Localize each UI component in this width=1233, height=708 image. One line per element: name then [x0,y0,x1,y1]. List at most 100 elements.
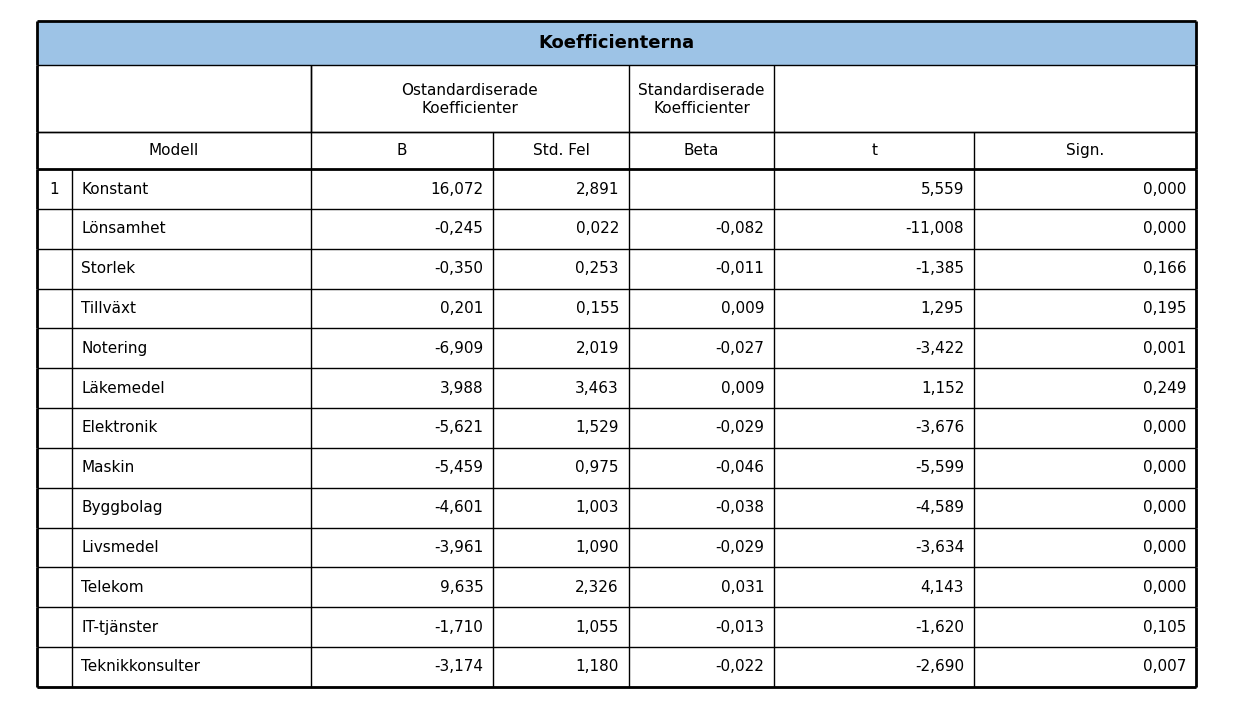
Text: 0,000: 0,000 [1143,421,1186,435]
Text: 5,559: 5,559 [921,182,964,197]
Text: -0,011: -0,011 [715,261,764,276]
Text: Läkemedel: Läkemedel [81,381,165,396]
Text: -3,422: -3,422 [915,341,964,356]
Bar [37,527,1196,567]
Text: -0,027: -0,027 [715,341,764,356]
Text: Teknikkonsulter: Teknikkonsulter [81,659,201,674]
Text: -0,022: -0,022 [715,659,764,674]
Text: 3,988: 3,988 [440,381,483,396]
Text: Standardiserade: Standardiserade [639,83,764,98]
Text: IT-tjänster: IT-tjänster [81,620,159,634]
Text: -0,013: -0,013 [715,620,764,634]
Text: Storlek: Storlek [81,261,136,276]
Text: 4,143: 4,143 [921,580,964,595]
Text: Koefficienter: Koefficienter [422,101,518,116]
Text: Modell: Modell [149,143,199,159]
Text: Beta: Beta [684,143,719,159]
Text: 1,529: 1,529 [576,421,619,435]
Text: -0,245: -0,245 [434,222,483,236]
Text: -3,961: -3,961 [434,540,483,555]
Text: Maskin: Maskin [81,460,134,475]
Text: -3,174: -3,174 [434,659,483,674]
Bar [37,209,1196,249]
Text: Notering: Notering [81,341,148,356]
Bar [37,488,1196,527]
Text: -1,385: -1,385 [915,261,964,276]
Text: Std. Fel: Std. Fel [533,143,589,159]
Text: 2,019: 2,019 [576,341,619,356]
Text: Elektronik: Elektronik [81,421,158,435]
Text: -3,676: -3,676 [915,421,964,435]
Text: 1,152: 1,152 [921,381,964,396]
Text: 16,072: 16,072 [430,182,483,197]
Text: 1,003: 1,003 [576,500,619,515]
Bar [37,21,1196,65]
Text: Lönsamhet: Lönsamhet [81,222,166,236]
Text: 0,105: 0,105 [1143,620,1186,634]
Text: -5,459: -5,459 [434,460,483,475]
Text: -2,690: -2,690 [915,659,964,674]
Text: -1,710: -1,710 [434,620,483,634]
Text: 0,009: 0,009 [721,381,764,396]
Bar [37,647,1196,687]
Text: 0,000: 0,000 [1143,500,1186,515]
Text: Sign.: Sign. [1065,143,1105,159]
Text: -0,029: -0,029 [715,540,764,555]
Bar [37,329,1196,368]
Text: -5,599: -5,599 [915,460,964,475]
Text: -1,620: -1,620 [915,620,964,634]
Text: -4,601: -4,601 [434,500,483,515]
Text: Livsmedel: Livsmedel [81,540,159,555]
Text: 3,463: 3,463 [576,381,619,396]
Text: 1: 1 [49,182,59,197]
Text: 0,155: 0,155 [576,301,619,316]
Text: -5,621: -5,621 [434,421,483,435]
Text: 0,000: 0,000 [1143,540,1186,555]
Bar [37,607,1196,647]
Text: Konstant: Konstant [81,182,149,197]
Text: -0,082: -0,082 [715,222,764,236]
Text: Byggbolag: Byggbolag [81,500,163,515]
Text: 0,009: 0,009 [721,301,764,316]
Text: B: B [397,143,407,159]
Text: -4,589: -4,589 [915,500,964,515]
Text: 1,090: 1,090 [576,540,619,555]
Bar [37,567,1196,607]
Text: 2,326: 2,326 [576,580,619,595]
Text: Koefficienter: Koefficienter [653,101,750,116]
Bar [37,169,1196,209]
Text: -6,909: -6,909 [434,341,483,356]
Text: Ostandardiserade: Ostandardiserade [402,83,538,98]
Text: 0,975: 0,975 [576,460,619,475]
Text: Tillväxt: Tillväxt [81,301,137,316]
Text: 1,055: 1,055 [576,620,619,634]
Text: 1,180: 1,180 [576,659,619,674]
Text: -0,029: -0,029 [715,421,764,435]
Bar [37,132,1196,169]
Text: 1,295: 1,295 [921,301,964,316]
Bar [37,249,1196,289]
Text: 0,000: 0,000 [1143,460,1186,475]
Bar [37,368,1196,408]
Text: 9,635: 9,635 [440,580,483,595]
Bar [37,65,1196,132]
Text: -0,038: -0,038 [715,500,764,515]
Text: 0,195: 0,195 [1143,301,1186,316]
Text: 0,166: 0,166 [1143,261,1186,276]
Text: Telekom: Telekom [81,580,144,595]
Text: 0,031: 0,031 [721,580,764,595]
Text: 0,253: 0,253 [576,261,619,276]
Bar [37,448,1196,488]
Text: Koefficienterna: Koefficienterna [539,34,694,52]
Text: 0,022: 0,022 [576,222,619,236]
Text: 0,000: 0,000 [1143,222,1186,236]
Text: 0,249: 0,249 [1143,381,1186,396]
Bar [37,289,1196,329]
Text: -0,046: -0,046 [715,460,764,475]
Text: t: t [872,143,877,159]
Text: -11,008: -11,008 [906,222,964,236]
Text: 0,000: 0,000 [1143,580,1186,595]
Text: -0,350: -0,350 [434,261,483,276]
Text: 0,201: 0,201 [440,301,483,316]
Text: 2,891: 2,891 [576,182,619,197]
